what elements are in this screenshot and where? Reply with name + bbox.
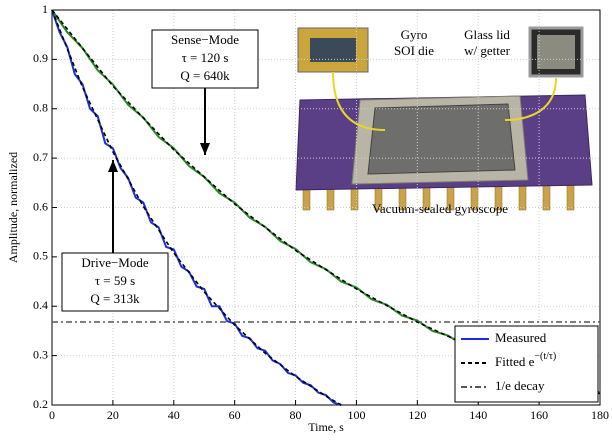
x-tick-label: 60 [229, 408, 241, 422]
arrow-head [108, 160, 118, 172]
annotation-box [61, 252, 169, 312]
legend-name: Fitted e [495, 354, 535, 369]
y-tick-label: 0.9 [33, 51, 48, 65]
x-tick-label: 20 [107, 408, 119, 422]
y-tick-label: 0.2 [33, 397, 48, 411]
legend: Measured Fitted e−(t/τ) 1/e decay [454, 325, 599, 403]
inset-label: Glass lid [464, 27, 510, 42]
inset-label: w/ getter [464, 43, 511, 58]
x-tick-label: 180 [591, 408, 609, 422]
x-axis-label: Time, s [308, 420, 344, 434]
annotation-box [151, 29, 259, 89]
lid [367, 103, 516, 175]
y-tick-label: 0.3 [33, 347, 48, 361]
inset-arrow [332, 71, 386, 131]
x-tick-label: 160 [530, 408, 548, 422]
inset-caption: Vacuum-sealed gyroscope [372, 201, 508, 216]
series-line [51, 9, 342, 406]
x-tick-label: 120 [408, 408, 426, 422]
y-tick-label: 0.4 [33, 298, 48, 312]
annotation-text: Q = 640k [180, 68, 230, 83]
legend-name: 1/e decay [495, 378, 545, 393]
y-tick-label: 0.8 [33, 101, 48, 115]
inset-arrow [504, 77, 557, 121]
y-tick-label: 1 [42, 2, 48, 16]
plot-frame [51, 9, 601, 406]
legend-label: Measured [495, 330, 547, 345]
die-core [310, 38, 356, 62]
y-tick-label: 0.5 [33, 249, 48, 263]
x-tick-label: 140 [469, 408, 487, 422]
legend-name: Measured [495, 330, 547, 345]
legend-label: 1/e decay [495, 378, 545, 393]
annotation-text: τ = 59 s [95, 273, 135, 288]
x-tick-label: 80 [290, 408, 302, 422]
annotation-text: τ = 120 s [182, 50, 229, 65]
y-axis-label: Amplitude, normalized [6, 152, 20, 263]
inset-label: Gyro [401, 27, 428, 42]
x-tick-label: 0 [49, 408, 55, 422]
legend-label: Fitted e−(t/τ) [495, 351, 556, 369]
annotation-text: Q = 313k [90, 291, 140, 306]
inset-photo: Gyro SOI die Glass lid w/ getter Vacuum-… [290, 22, 593, 218]
x-tick-label: 100 [347, 408, 365, 422]
arrow-head [200, 143, 210, 155]
x-tick-label: 40 [168, 408, 180, 422]
annotation-text: Sense−Mode [171, 32, 239, 47]
lid-getter [537, 35, 575, 69]
inset-label: SOI die [394, 43, 434, 58]
annotation-text: Drive−Mode [81, 255, 148, 270]
y-tick-label: 0.7 [33, 150, 48, 164]
legend-exponent: −(t/τ) [534, 351, 556, 362]
y-tick-label: 0.6 [33, 199, 48, 213]
